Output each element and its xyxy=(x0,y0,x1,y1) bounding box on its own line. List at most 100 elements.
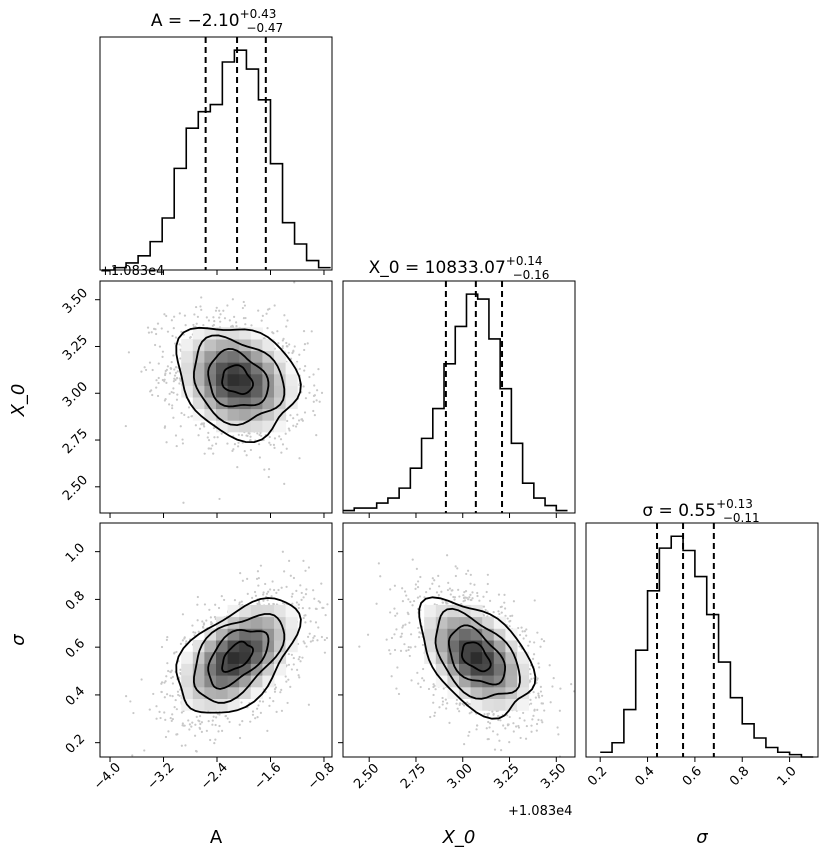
density-cell xyxy=(274,350,287,363)
sample-point xyxy=(292,656,295,660)
sample-point xyxy=(179,425,182,428)
sample-point xyxy=(160,645,164,649)
sample-point xyxy=(403,590,407,593)
sample-point xyxy=(395,687,398,690)
sample-point xyxy=(304,569,307,572)
sample-point xyxy=(296,413,299,416)
density-cell xyxy=(227,408,240,421)
density-cell xyxy=(204,640,217,653)
panel-frame xyxy=(342,280,576,514)
sample-point xyxy=(262,591,265,594)
sample-point xyxy=(233,315,236,319)
sample-point xyxy=(228,720,231,724)
sample-point xyxy=(216,436,219,439)
sample-point xyxy=(185,640,188,643)
sample-point xyxy=(168,392,171,395)
density-cell xyxy=(204,686,217,699)
sample-point xyxy=(558,709,561,712)
sample-point xyxy=(459,702,462,705)
sample-point xyxy=(476,591,479,595)
sample-point xyxy=(512,730,515,733)
sample-point xyxy=(160,327,163,330)
sample-point xyxy=(437,574,440,577)
sample-point xyxy=(486,712,489,716)
panel-frame xyxy=(99,36,333,271)
density-cell xyxy=(239,675,252,688)
sample-point xyxy=(256,432,259,435)
panel-frame xyxy=(99,280,333,514)
sample-point xyxy=(308,632,311,635)
sample-point xyxy=(253,590,257,594)
density-cell xyxy=(493,640,506,653)
sample-point xyxy=(466,569,470,572)
sample-point xyxy=(528,640,531,643)
sample-point xyxy=(417,626,420,630)
sample-point xyxy=(257,704,260,707)
sample-point xyxy=(220,595,223,598)
sample-point xyxy=(287,351,290,354)
sample-point xyxy=(539,645,542,648)
sample-point xyxy=(441,696,444,700)
sample-point xyxy=(446,588,450,592)
sample-point xyxy=(323,651,327,654)
sample-point xyxy=(166,330,170,333)
density-cell xyxy=(262,385,275,398)
sample-point xyxy=(267,590,270,593)
sample-point xyxy=(218,713,221,716)
sample-point xyxy=(171,717,174,721)
density-cell xyxy=(493,698,506,711)
sample-point xyxy=(532,714,535,717)
sample-point xyxy=(199,722,202,726)
y-tick-label: 2.75 xyxy=(60,426,91,457)
sample-point xyxy=(218,724,221,728)
sample-point xyxy=(280,451,283,454)
sample-point xyxy=(198,427,202,430)
sample-point xyxy=(179,642,183,645)
sample-point xyxy=(533,709,536,712)
scatter-X0-vs-sigma-panel xyxy=(342,522,576,758)
sample-point xyxy=(509,619,512,623)
histogram-step-line xyxy=(102,49,331,271)
sample-point xyxy=(178,382,181,385)
density-cell xyxy=(227,686,240,699)
sample-point xyxy=(200,296,203,299)
sample-point xyxy=(214,603,217,606)
sample-point xyxy=(215,716,218,719)
density-cell xyxy=(505,628,518,641)
sample-point xyxy=(268,696,272,700)
sample-point xyxy=(268,307,271,310)
x-tick-label: 3.25 xyxy=(492,761,523,792)
sample-point xyxy=(446,702,449,705)
sample-point xyxy=(320,391,324,394)
sample-point xyxy=(199,305,202,308)
sample-point xyxy=(289,574,292,577)
sample-point xyxy=(238,603,241,606)
sample-point xyxy=(222,309,225,312)
sample-point xyxy=(299,584,302,587)
sample-point xyxy=(409,633,413,636)
contour-line xyxy=(221,640,254,673)
sample-point xyxy=(176,393,179,396)
density-cell xyxy=(424,604,437,618)
sample-point xyxy=(529,672,532,676)
sample-point xyxy=(522,637,525,640)
sample-point xyxy=(178,343,181,346)
sample-point xyxy=(132,711,135,715)
sample-point xyxy=(450,589,453,592)
sample-point xyxy=(468,730,471,734)
sample-point xyxy=(239,572,242,575)
sample-point xyxy=(249,435,252,438)
sample-point xyxy=(181,438,184,441)
title-A: A = −2.10+0.43 −0.47 xyxy=(151,7,283,35)
sample-point xyxy=(244,323,247,326)
sample-point xyxy=(171,404,174,407)
sample-point xyxy=(246,577,249,581)
sample-point xyxy=(285,664,288,667)
sample-point xyxy=(463,596,466,599)
sample-point xyxy=(497,593,501,596)
sample-point xyxy=(463,591,466,594)
sample-point xyxy=(127,351,130,354)
sample-point xyxy=(156,394,160,398)
sample-point xyxy=(467,734,470,737)
sample-point xyxy=(549,701,552,704)
